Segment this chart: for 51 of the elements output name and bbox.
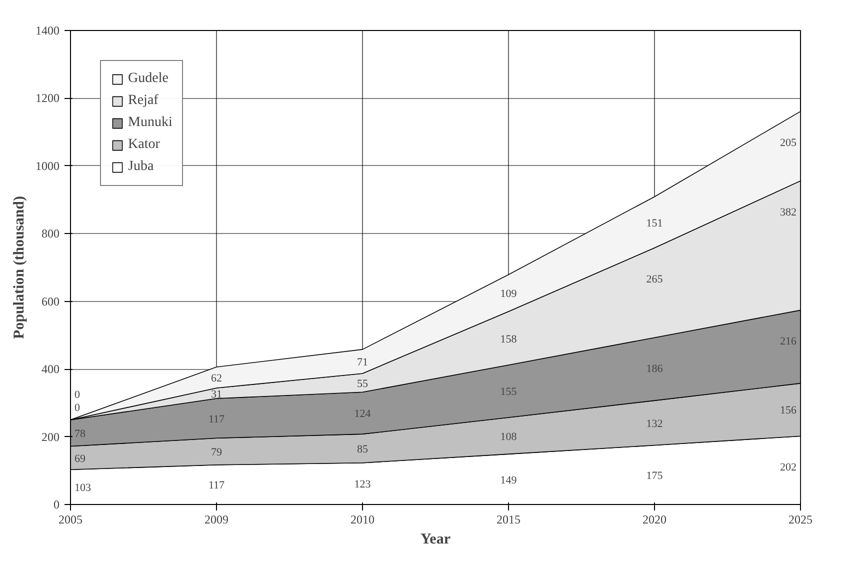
data-label: 31 (211, 388, 222, 400)
data-label: 78 (74, 428, 86, 440)
data-label: 151 (646, 217, 663, 230)
y-tick-label: 400 (42, 362, 60, 376)
x-tick-label: 2010 (350, 512, 374, 526)
x-tick-label: 2025 (788, 512, 812, 526)
x-tick-label: 2020 (642, 512, 666, 526)
data-label: 55 (357, 378, 368, 390)
data-label: 123 (354, 478, 372, 491)
y-axis-title: Population (thousand) (12, 196, 28, 339)
data-label: 156 (780, 404, 797, 417)
y-tick-label: 1400 (36, 24, 60, 38)
data-label: 216 (780, 336, 797, 348)
data-label: 158 (500, 333, 518, 346)
x-axis-title: Year (420, 532, 451, 548)
x-tick-label: 2005 (58, 512, 82, 526)
legend-label: Munuki (128, 115, 172, 131)
data-label: 69 (74, 452, 86, 465)
data-label: 202 (780, 462, 796, 474)
data-label: 103 (74, 482, 92, 494)
x-tick-label: 2015 (496, 512, 520, 526)
data-label: 149 (500, 474, 518, 486)
data-label: 85 (357, 443, 368, 456)
y-tick-label: 1200 (36, 91, 60, 106)
data-label: 186 (646, 363, 664, 376)
y-tick-label: 0 (54, 498, 60, 512)
data-label: 205 (780, 136, 797, 149)
legend-label: Juba (128, 159, 154, 175)
legend-label: Kator (128, 137, 160, 153)
data-label: 109 (500, 288, 518, 300)
data-label: 132 (646, 418, 663, 430)
y-tick-label: 600 (42, 294, 60, 308)
y-tick-label: 200 (42, 430, 60, 444)
data-label: 117 (208, 480, 226, 492)
data-label: 117 (208, 413, 226, 426)
data-label: 71 (357, 356, 368, 368)
data-label: 0 (74, 388, 80, 401)
y-tick-label: 800 (42, 226, 60, 241)
data-label: 79 (211, 446, 222, 459)
data-label: 0 (74, 402, 80, 414)
data-label: 382 (780, 206, 796, 218)
y-tick-label: 1000 (36, 158, 60, 173)
data-label: 265 (646, 273, 664, 286)
legend-label: Gudele (128, 71, 168, 87)
data-label: 62 (211, 372, 222, 385)
data-label: 124 (354, 408, 372, 420)
data-label: 155 (500, 386, 518, 398)
data-label: 108 (500, 430, 518, 443)
legend-label: Rejaf (128, 93, 158, 109)
data-label: 175 (646, 470, 664, 482)
x-tick-label: 2009 (204, 512, 228, 526)
